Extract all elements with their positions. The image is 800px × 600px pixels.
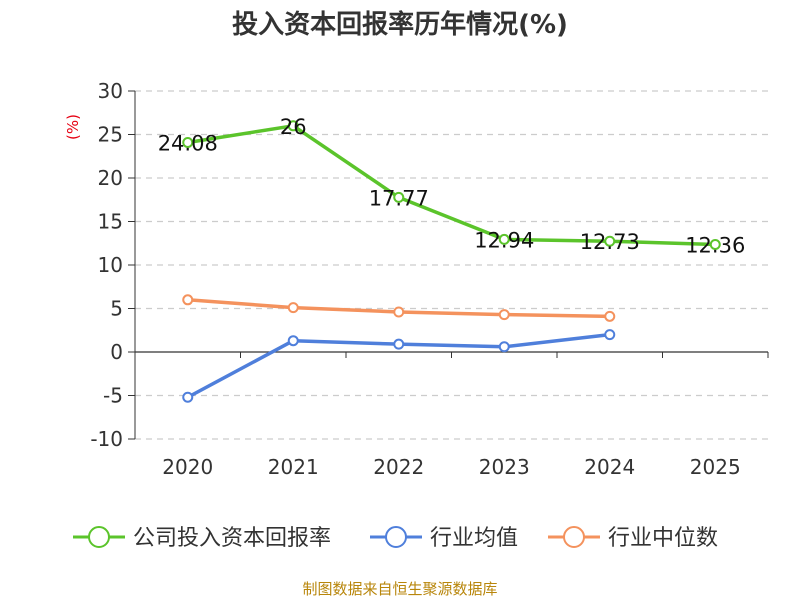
data-label: 26 <box>280 115 307 139</box>
data-point[interactable] <box>287 120 299 132</box>
y-axis-unit-label: (%) <box>64 114 82 140</box>
x-tick-label: 2020 <box>162 455 213 479</box>
data-label: 12.73 <box>580 230 640 254</box>
x-tick-label: 2025 <box>690 455 741 479</box>
data-labels: 24.08 26 17.77 12.94 12.73 12.36 <box>158 115 746 258</box>
series-layer <box>182 120 721 403</box>
series-2 <box>182 294 616 322</box>
y-tick-label: -10 <box>90 427 123 451</box>
legend-item-0[interactable]: 公司投入资本回报率 <box>73 526 331 551</box>
data-point[interactable] <box>604 235 616 247</box>
legend[interactable]: 公司投入资本回报率 行业均值 行业中位数 <box>73 526 718 551</box>
data-point[interactable] <box>182 294 194 306</box>
grid-lines <box>135 90 768 440</box>
y-tick-label: 5 <box>110 297 123 321</box>
legend-marker-icon <box>563 526 585 548</box>
data-label: 24.08 <box>158 132 218 156</box>
series-line <box>186 124 717 247</box>
data-point[interactable] <box>182 137 194 149</box>
data-label: 17.77 <box>369 186 429 210</box>
y-tick-label: 0 <box>110 340 123 364</box>
data-point[interactable] <box>498 309 510 321</box>
legend-label: 行业中位数 <box>608 526 718 551</box>
data-point[interactable] <box>393 191 405 203</box>
data-label: 12.94 <box>474 228 534 252</box>
data-point[interactable] <box>604 329 616 341</box>
data-point[interactable] <box>393 306 405 318</box>
data-point[interactable] <box>498 233 510 245</box>
data-point[interactable] <box>604 310 616 322</box>
y-tick-label: 20 <box>98 166 123 190</box>
legend-marker-icon <box>385 526 407 548</box>
data-point[interactable] <box>287 302 299 314</box>
data-point[interactable] <box>709 238 721 250</box>
x-tick-label: 2021 <box>268 455 319 479</box>
chart-title: 投入资本回报率历年情况(%) <box>232 9 568 40</box>
legend-marker-icon <box>88 526 110 548</box>
data-point[interactable] <box>498 341 510 353</box>
y-tick-label: 30 <box>98 79 123 103</box>
data-label: 12.36 <box>685 233 745 257</box>
y-tick-label: 25 <box>98 123 123 147</box>
y-tick-label: -5 <box>103 384 123 408</box>
data-point[interactable] <box>393 338 405 350</box>
y-tick-label: 10 <box>98 253 123 277</box>
legend-item-2[interactable]: 行业中位数 <box>548 526 718 551</box>
x-tick-label: 2024 <box>584 455 635 479</box>
axes: 30 25 20 15 10 5 0 -5 -10 2020 2021 2022 2023 2024 202… <box>90 79 769 479</box>
x-tick-label: 2022 <box>373 455 424 479</box>
legend-item-1[interactable]: 行业均值 <box>370 526 518 551</box>
y-tick-label: 15 <box>98 210 123 234</box>
data-point[interactable] <box>287 335 299 347</box>
x-tick-label: 2023 <box>479 455 530 479</box>
data-point[interactable] <box>182 391 194 403</box>
legend-label: 行业均值 <box>430 526 518 551</box>
series-1 <box>182 329 616 403</box>
source-note: 制图数据来自恒生聚源数据库 <box>302 580 497 598</box>
series-0 <box>182 120 721 250</box>
legend-label: 公司投入资本回报率 <box>133 526 331 551</box>
